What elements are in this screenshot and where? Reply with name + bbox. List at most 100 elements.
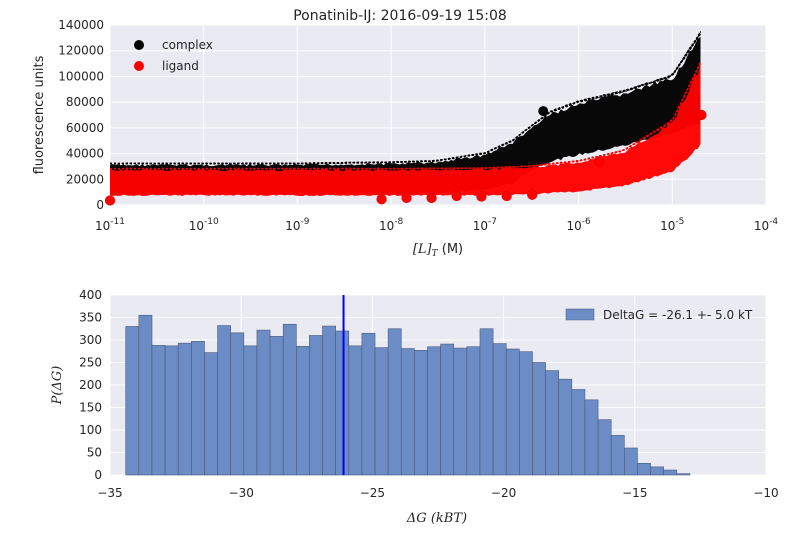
bottom-legend: DeltaG = -26.1 +- 5.0 kT	[565, 308, 753, 322]
top-x-axis-label-symbol: [L]	[413, 242, 433, 257]
histogram-bar	[400, 348, 415, 476]
top-x-tick: 10-8	[379, 217, 404, 233]
histogram-bar	[217, 325, 232, 476]
top-x-tick-labels: 10-11 10-10 10-9 10-8 10-7 10-6 10-5 10-4	[95, 217, 778, 233]
band-ligand	[110, 63, 701, 197]
bottom-y-axis-label: P(ΔG)	[50, 366, 65, 406]
bottom-x-tick: −10	[753, 486, 778, 500]
histogram-bar	[204, 352, 218, 476]
bottom-y-tick: 400	[79, 288, 102, 302]
point-ligand	[376, 194, 387, 205]
point-ligand	[696, 110, 707, 120]
trace-ligand	[109, 62, 701, 170]
top-x-axis-label: [L]T (M)	[413, 242, 463, 259]
top-y-tick: 80000	[66, 95, 104, 109]
bottom-y-tick: 150	[79, 401, 102, 415]
top-x-tick: 10-11	[95, 217, 125, 233]
binding-curve-chart: 020000400006000080000100000120000140000 …	[32, 8, 778, 259]
histogram-bar	[243, 345, 258, 476]
bottom-x-axis-label-unit: (kBT)	[431, 511, 467, 526]
point-ligand	[594, 156, 605, 167]
histogram-bar	[348, 345, 363, 476]
bottom-y-tick: 200	[79, 378, 102, 392]
bottom-x-axis-label: ΔG (kBT)	[406, 511, 467, 526]
histogram-bar	[309, 335, 323, 476]
top-y-tick: 40000	[66, 147, 104, 161]
histogram-bar	[610, 435, 625, 476]
top-data-points	[105, 106, 707, 206]
histogram-bar	[453, 347, 468, 476]
bottom-y-tick-labels: 0 50 100 150 200 250 300 350 400	[79, 288, 102, 482]
bottom-x-axis-label-symbol: ΔG	[406, 511, 427, 526]
histogram-bar	[256, 329, 271, 476]
legend-label-ligand: ligand	[162, 59, 199, 73]
bottom-y-tick: 350	[79, 311, 102, 325]
bottom-x-tick-labels: −35 −30 −25 −20 −15 −10	[97, 486, 778, 500]
histogram-bar	[505, 348, 520, 476]
top-y-tick: 140000	[58, 18, 104, 32]
histogram-bar	[282, 323, 297, 476]
point-ligand	[401, 192, 412, 203]
histogram-bars	[125, 314, 691, 476]
deltag-histogram-chart: 0 50 100 150 200 250 300 350 400 −35 −30 −25 −20 −15…	[50, 288, 779, 526]
histogram-bar	[191, 341, 205, 476]
top-y-tick: 0	[96, 198, 104, 212]
histogram-bar	[138, 314, 153, 476]
histogram-bar	[532, 362, 546, 476]
bottom-x-tick: −20	[491, 486, 516, 500]
top-series-bands	[109, 30, 701, 197]
histogram-bar	[637, 462, 651, 476]
point-ligand	[527, 189, 538, 200]
histogram-bar	[479, 328, 494, 476]
top-legend: complex ligand	[134, 38, 213, 73]
histogram-bar	[414, 350, 428, 476]
top-y-tick-labels: 0 20000 40000 60000 80000 100000 120000 140000	[58, 18, 104, 212]
legend-label-complex: complex	[162, 38, 213, 52]
histogram-bar	[571, 389, 586, 476]
legend-label-deltag: DeltaG = -26.1 +- 5.0 kT	[603, 308, 753, 322]
histogram-bar	[584, 399, 599, 476]
trace-complex	[109, 33, 701, 165]
histogram-bar	[374, 347, 389, 476]
top-y-tick: 20000	[66, 172, 104, 186]
top-x-tick: 10-9	[285, 217, 310, 233]
trace-ligand	[109, 62, 701, 170]
histogram-bar	[322, 325, 336, 476]
top-x-tick: 10-5	[660, 217, 684, 233]
bottom-y-tick: 100	[79, 423, 102, 437]
top-x-tick: 10-10	[189, 217, 219, 233]
histogram-bar	[466, 346, 481, 476]
bottom-y-tick: 300	[79, 333, 102, 347]
top-y-tick: 120000	[58, 44, 104, 58]
top-y-axis-label: fluorescence units	[32, 55, 47, 174]
histogram-bar	[177, 342, 192, 476]
point-ligand	[105, 195, 115, 206]
bottom-x-tick: −30	[229, 486, 254, 500]
top-y-tick: 60000	[66, 121, 104, 135]
legend-marker-ligand	[134, 61, 144, 71]
histogram-bar	[597, 419, 612, 476]
histogram-bar	[335, 330, 350, 476]
histogram-bar	[440, 343, 455, 476]
top-x-axis-label-subscript: T	[432, 249, 439, 259]
point-ligand	[451, 191, 462, 201]
histogram-bar	[624, 447, 638, 476]
histogram-bar	[269, 336, 284, 476]
histogram-bar	[125, 326, 140, 476]
point-ligand	[501, 191, 512, 201]
top-x-tick: 10-6	[566, 217, 591, 233]
histogram-bar	[387, 328, 402, 476]
histogram-bar	[492, 343, 507, 476]
histogram-bar	[230, 332, 245, 476]
histogram-bar	[519, 351, 533, 476]
histogram-bar	[151, 345, 166, 476]
histogram-bar	[361, 332, 376, 476]
point-ligand	[426, 192, 437, 203]
bottom-y-tick: 50	[87, 446, 102, 460]
band-complex	[110, 36, 701, 195]
bottom-x-tick: −25	[360, 486, 385, 500]
histogram-bar	[296, 345, 310, 476]
top-x-tick: 10-7	[473, 217, 497, 233]
histogram-bar	[650, 466, 664, 476]
